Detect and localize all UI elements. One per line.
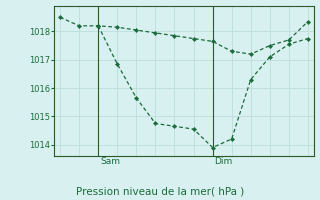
Text: Sam: Sam [100, 157, 120, 166]
Text: Pression niveau de la mer( hPa ): Pression niveau de la mer( hPa ) [76, 186, 244, 196]
Text: Dim: Dim [214, 157, 233, 166]
